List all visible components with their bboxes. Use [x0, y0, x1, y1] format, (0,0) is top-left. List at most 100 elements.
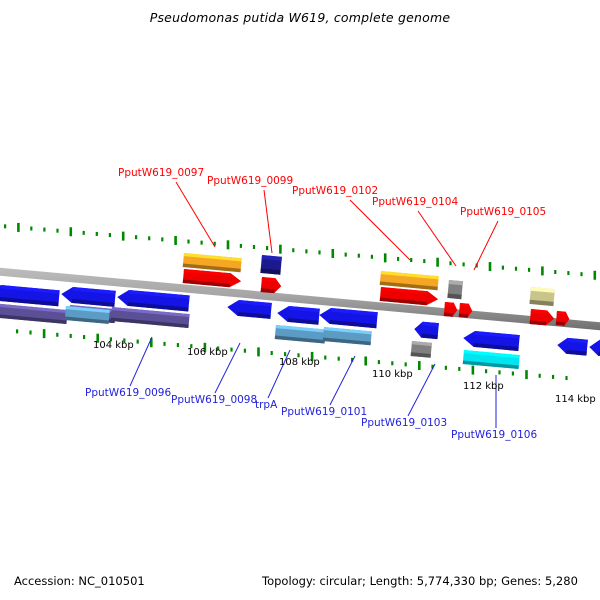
gene-feature[interactable]	[110, 307, 190, 329]
gene-feature[interactable]	[557, 337, 588, 356]
gene-feature[interactable]	[61, 286, 116, 307]
gene-shadow	[443, 312, 453, 317]
gene-label-below[interactable]: PputW619_0098	[171, 394, 257, 406]
gene-feature[interactable]	[529, 309, 555, 326]
tick-mark	[82, 230, 85, 235]
gene-shadow	[329, 319, 377, 329]
gene-highlight	[530, 287, 555, 293]
gene-label-below[interactable]: PputW619_0103	[361, 417, 447, 429]
tick-mark	[257, 347, 260, 357]
gene-feature[interactable]	[260, 277, 282, 294]
gene-feature[interactable]	[0, 284, 60, 307]
tick-mark	[525, 370, 528, 380]
gene-shadow	[529, 299, 554, 307]
gene-label-below[interactable]: trpA	[255, 399, 278, 411]
gene-feature[interactable]	[379, 271, 439, 291]
gene-highlight	[444, 302, 454, 306]
gene-box[interactable]	[0, 303, 68, 325]
gene-label-below[interactable]: PputW619_0101	[281, 406, 367, 418]
gene-feature[interactable]	[277, 305, 320, 325]
tick-mark	[423, 259, 426, 264]
tick-mark	[69, 333, 72, 338]
axis-tick-label: 114 kbp	[555, 394, 596, 405]
gene-feature[interactable]	[182, 269, 242, 288]
label-connector-line	[407, 363, 436, 417]
gene-label-below[interactable]: PputW619_0106	[451, 429, 537, 441]
tick-mark	[344, 252, 347, 257]
gene-feature[interactable]	[410, 341, 432, 358]
gene-features-below-axis[interactable]	[0, 284, 600, 370]
gene-feature[interactable]	[555, 311, 570, 326]
gene-label-above[interactable]: PputW619_0097	[118, 167, 204, 179]
gene-feature[interactable]	[260, 255, 282, 275]
gene-highlight	[261, 255, 282, 261]
gene-shadow	[0, 296, 59, 307]
gene-feature[interactable]	[0, 303, 68, 325]
gene-shadow	[458, 313, 468, 318]
tick-mark	[121, 231, 125, 241]
tick-mark	[404, 362, 407, 367]
gene-highlight	[530, 309, 548, 314]
gene-feature[interactable]	[463, 330, 520, 352]
gene-highlight	[183, 269, 231, 277]
gene-feature[interactable]	[322, 327, 372, 346]
gene-feature[interactable]	[529, 287, 555, 307]
gene-feature[interactable]	[379, 287, 439, 306]
gene-arrow-left[interactable]	[589, 339, 600, 358]
tick-mark	[554, 269, 557, 274]
gene-shadow	[182, 279, 230, 288]
tick-mark	[436, 257, 439, 267]
gene-feature[interactable]	[182, 253, 242, 273]
gene-shadow	[379, 297, 427, 306]
gene-highlight	[448, 280, 463, 286]
gene-feature[interactable]	[227, 299, 272, 319]
gene-feature[interactable]	[117, 289, 190, 312]
tick-mark	[397, 256, 400, 261]
tick-mark	[324, 355, 327, 360]
tick-mark	[30, 226, 33, 231]
gene-feature[interactable]	[443, 302, 458, 317]
gene-feature[interactable]	[414, 321, 439, 340]
gene-shadow	[379, 281, 438, 291]
tick-mark	[310, 351, 314, 361]
axis-tick-label: 108 kbp	[279, 357, 320, 368]
gene-highlight	[238, 299, 272, 307]
gene-shadow	[260, 288, 275, 294]
axis-tick-label: 106 kbp	[187, 347, 228, 358]
tick-mark	[4, 224, 7, 229]
gene-feature[interactable]	[319, 307, 378, 329]
tick-mark	[418, 361, 421, 371]
gene-highlight	[330, 307, 378, 316]
gene-highlight	[411, 341, 432, 347]
gene-label-above[interactable]: PputW619_0104	[372, 196, 458, 208]
gene-box[interactable]	[110, 307, 190, 329]
gene-label-above[interactable]: PputW619_0099	[207, 175, 293, 187]
tick-mark	[511, 371, 514, 376]
gene-feature[interactable]	[462, 350, 520, 370]
tick-mark	[135, 235, 138, 240]
tick-mark	[292, 248, 295, 253]
gene-feature[interactable]	[64, 306, 110, 324]
tick-mark	[377, 360, 380, 365]
tick-mark	[305, 249, 308, 254]
feature-labels[interactable]: PputW619_0097PputW619_0099PputW619_0102P…	[85, 167, 546, 441]
gene-label-above[interactable]: PputW619_0105	[460, 206, 546, 218]
gene-label-below[interactable]: PputW619_0096	[85, 387, 171, 399]
gene-features-above-axis[interactable]	[182, 253, 570, 326]
gene-shadow	[274, 335, 325, 344]
tick-mark	[284, 352, 287, 357]
gene-highlight	[0, 284, 60, 294]
gene-highlight	[128, 289, 190, 300]
tick-mark	[217, 346, 220, 351]
gene-label-above[interactable]: PputW619_0102	[292, 185, 378, 197]
gene-feature[interactable]	[589, 339, 600, 358]
tick-mark	[331, 249, 335, 259]
tick-mark	[239, 243, 242, 248]
gene-feature[interactable]	[274, 325, 326, 344]
gene-feature[interactable]	[447, 280, 463, 300]
tick-mark	[580, 272, 583, 277]
tick-mark	[410, 258, 413, 263]
gene-feature[interactable]	[458, 303, 473, 318]
tick-mark	[337, 356, 340, 361]
